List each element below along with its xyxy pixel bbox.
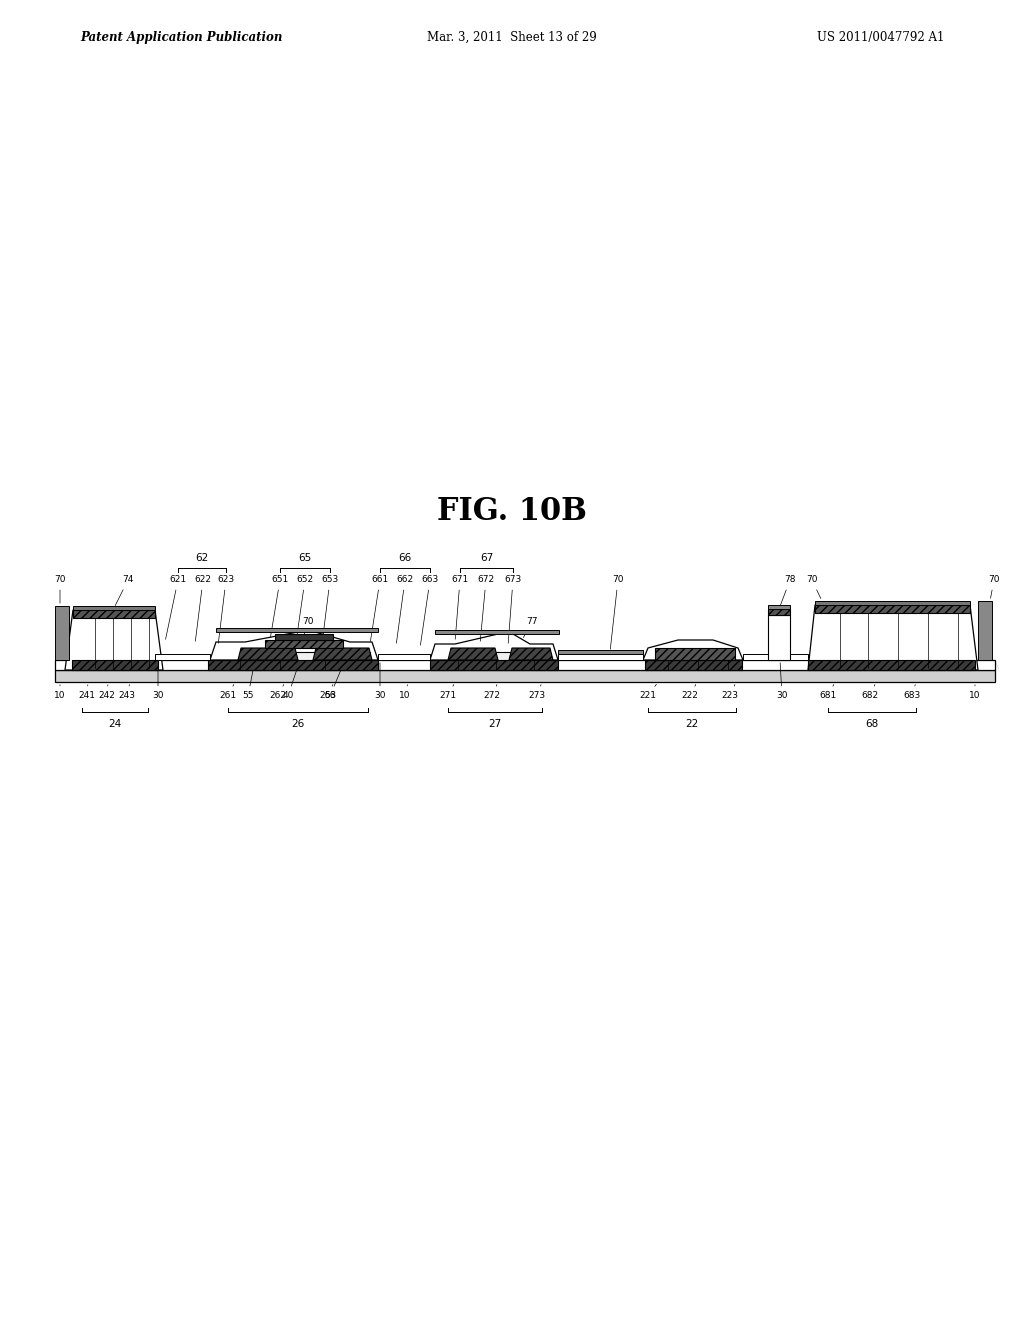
Text: 10: 10	[54, 685, 66, 701]
Bar	[55, 606, 69, 660]
Text: 653: 653	[322, 576, 339, 642]
Text: 652: 652	[296, 576, 313, 639]
Bar	[450, 652, 548, 660]
Text: 77: 77	[523, 618, 538, 638]
Text: 662: 662	[396, 576, 414, 643]
Bar	[768, 609, 790, 615]
Bar	[208, 660, 378, 671]
Text: 70: 70	[54, 576, 66, 603]
Text: 623: 623	[217, 576, 234, 643]
Text: 66: 66	[398, 553, 412, 564]
Text: 78: 78	[780, 576, 796, 606]
Text: 681: 681	[819, 685, 837, 701]
Bar	[240, 652, 370, 660]
Text: 683: 683	[903, 685, 921, 701]
Text: 271: 271	[439, 685, 457, 701]
Text: 65: 65	[298, 553, 311, 564]
Polygon shape	[65, 610, 163, 671]
Text: 24: 24	[109, 719, 122, 729]
Polygon shape	[210, 632, 378, 660]
Bar	[978, 601, 992, 660]
Text: FIG. 10B: FIG. 10B	[437, 496, 587, 528]
Bar	[265, 640, 343, 648]
Polygon shape	[643, 640, 743, 660]
Text: 70: 70	[610, 576, 624, 649]
Bar	[55, 671, 995, 682]
Text: 651: 651	[270, 576, 289, 638]
Text: 62: 62	[196, 553, 209, 564]
Polygon shape	[238, 648, 298, 660]
Text: 10: 10	[970, 685, 981, 701]
Text: 70: 70	[302, 618, 313, 635]
Text: 261: 261	[219, 685, 237, 701]
Polygon shape	[430, 634, 558, 660]
Text: 272: 272	[483, 685, 501, 701]
Text: 622: 622	[195, 576, 212, 642]
Polygon shape	[808, 605, 978, 671]
Bar	[73, 606, 155, 610]
Bar	[155, 653, 210, 660]
Text: 241: 241	[79, 685, 95, 701]
Text: 671: 671	[452, 576, 469, 639]
Text: 26: 26	[292, 719, 304, 729]
Text: 243: 243	[119, 685, 135, 701]
Polygon shape	[449, 648, 498, 660]
Text: 673: 673	[505, 576, 521, 643]
Text: 262: 262	[269, 685, 287, 701]
Text: 70: 70	[988, 576, 999, 598]
Bar	[73, 610, 155, 618]
Bar	[430, 660, 558, 671]
Text: 663: 663	[421, 576, 438, 645]
Polygon shape	[313, 648, 372, 660]
Text: 10: 10	[399, 685, 411, 701]
Bar	[768, 605, 790, 609]
Text: 621: 621	[166, 576, 186, 639]
Bar	[378, 653, 430, 660]
Bar	[216, 628, 378, 632]
Text: 682: 682	[861, 685, 879, 701]
Text: 56: 56	[325, 663, 344, 701]
Text: 30: 30	[776, 663, 787, 701]
Text: 223: 223	[722, 685, 738, 701]
Bar	[275, 634, 333, 640]
Bar	[72, 660, 158, 671]
Text: 273: 273	[528, 685, 546, 701]
Bar	[743, 653, 768, 660]
Bar	[815, 605, 970, 612]
Text: 672: 672	[477, 576, 495, 642]
Bar	[435, 630, 559, 634]
Text: Patent Application Publication: Patent Application Publication	[80, 30, 283, 44]
Text: 70: 70	[806, 576, 821, 598]
Text: 242: 242	[98, 685, 116, 701]
Text: 55: 55	[243, 663, 255, 701]
Text: 74: 74	[116, 576, 134, 606]
Bar	[655, 648, 735, 660]
Bar	[768, 615, 790, 660]
Text: 30: 30	[374, 663, 386, 701]
Text: 40: 40	[283, 663, 299, 701]
Text: 221: 221	[640, 684, 656, 701]
Bar	[558, 649, 643, 653]
Bar	[558, 653, 643, 660]
Text: 222: 222	[682, 685, 698, 701]
Polygon shape	[509, 648, 553, 660]
Text: 22: 22	[685, 719, 698, 729]
Text: US 2011/0047792 A1: US 2011/0047792 A1	[816, 30, 944, 44]
Bar	[645, 660, 742, 671]
Text: 263: 263	[319, 685, 337, 701]
Bar	[815, 601, 970, 605]
Text: 661: 661	[371, 576, 389, 642]
Text: 68: 68	[865, 719, 879, 729]
Bar	[808, 660, 975, 671]
Text: 27: 27	[488, 719, 502, 729]
Text: 30: 30	[153, 663, 164, 701]
Text: Mar. 3, 2011  Sheet 13 of 29: Mar. 3, 2011 Sheet 13 of 29	[427, 30, 597, 44]
Bar	[55, 660, 995, 671]
Text: 67: 67	[480, 553, 494, 564]
Bar	[790, 653, 808, 660]
